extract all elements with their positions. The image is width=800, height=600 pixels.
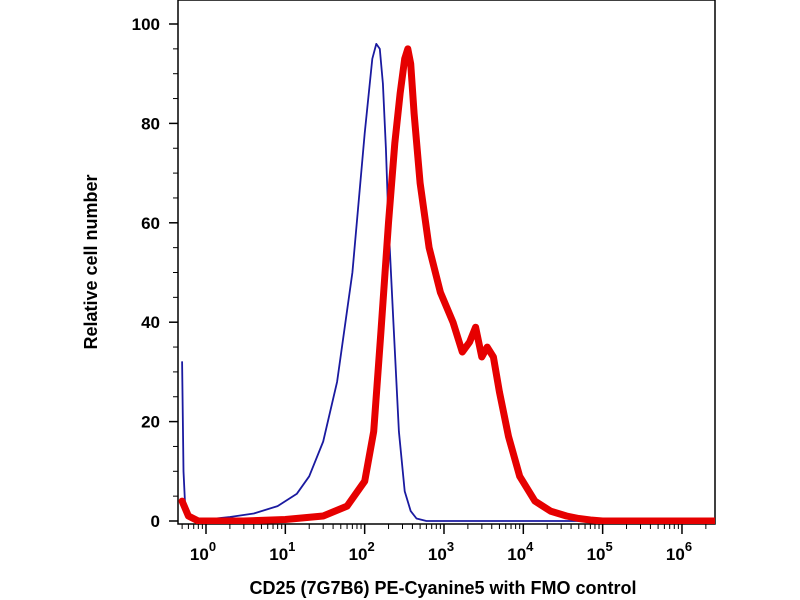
y-tick-label: 20 <box>141 413 160 432</box>
x-tick-exponent: 6 <box>685 539 692 554</box>
x-tick-base: 10 <box>666 545 685 564</box>
y-tick-label: 100 <box>132 15 160 34</box>
x-tick-label: 100 <box>190 539 216 564</box>
x-tick-label: 104 <box>507 539 534 564</box>
x-tick-base: 10 <box>428 545 447 564</box>
x-tick-label: 106 <box>666 539 692 564</box>
x-tick-exponent: 1 <box>288 539 295 554</box>
x-tick-exponent: 2 <box>368 539 375 554</box>
y-tick-label: 80 <box>141 114 160 133</box>
x-tick-exponent: 4 <box>526 539 534 554</box>
x-tick-base: 10 <box>507 545 526 564</box>
x-tick-exponent: 5 <box>605 539 612 554</box>
x-tick-label: 101 <box>269 539 295 564</box>
x-tick-base: 10 <box>587 545 606 564</box>
y-tick-label: 0 <box>151 512 160 531</box>
y-axis-title: Relative cell number <box>81 174 101 349</box>
x-tick-exponent: 0 <box>209 539 216 554</box>
x-tick-label: 102 <box>349 539 375 564</box>
x-axis-title: CD25 (7G7B6) PE-Cyanine5 with FMO contro… <box>249 578 636 598</box>
series-line-blue <box>181 43 715 522</box>
x-tick-label: 103 <box>428 539 454 564</box>
x-tick-base: 10 <box>349 545 368 564</box>
x-tick-base: 10 <box>190 545 209 564</box>
y-tick-label: 60 <box>141 214 160 233</box>
series-line-red <box>178 45 715 524</box>
x-tick-exponent: 3 <box>447 539 454 554</box>
x-tick-base: 10 <box>269 545 288 564</box>
y-tick-label: 40 <box>141 313 160 332</box>
x-tick-label: 105 <box>587 539 613 564</box>
plot-frame <box>177 0 716 525</box>
